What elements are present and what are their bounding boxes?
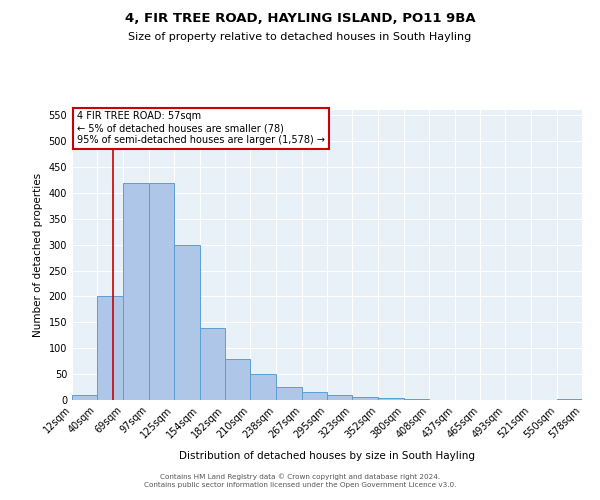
- Bar: [352, 398, 379, 400]
- Y-axis label: Number of detached properties: Number of detached properties: [33, 173, 43, 337]
- Text: Size of property relative to detached houses in South Hayling: Size of property relative to detached ho…: [128, 32, 472, 42]
- Text: 4 FIR TREE ROAD: 57sqm
← 5% of detached houses are smaller (78)
95% of semi-deta: 4 FIR TREE ROAD: 57sqm ← 5% of detached …: [77, 112, 325, 144]
- Bar: [379, 398, 404, 400]
- Bar: [124, 182, 149, 400]
- Bar: [302, 392, 327, 400]
- Bar: [250, 374, 275, 400]
- Bar: [174, 244, 200, 400]
- Bar: [72, 395, 97, 400]
- Text: Contains HM Land Registry data © Crown copyright and database right 2024.
Contai: Contains HM Land Registry data © Crown c…: [144, 474, 456, 488]
- Bar: [97, 296, 124, 400]
- Bar: [200, 328, 225, 400]
- Bar: [557, 399, 582, 400]
- Bar: [275, 387, 302, 400]
- Bar: [225, 358, 250, 400]
- Bar: [149, 182, 174, 400]
- Text: 4, FIR TREE ROAD, HAYLING ISLAND, PO11 9BA: 4, FIR TREE ROAD, HAYLING ISLAND, PO11 9…: [125, 12, 475, 26]
- X-axis label: Distribution of detached houses by size in South Hayling: Distribution of detached houses by size …: [179, 451, 475, 461]
- Bar: [327, 395, 352, 400]
